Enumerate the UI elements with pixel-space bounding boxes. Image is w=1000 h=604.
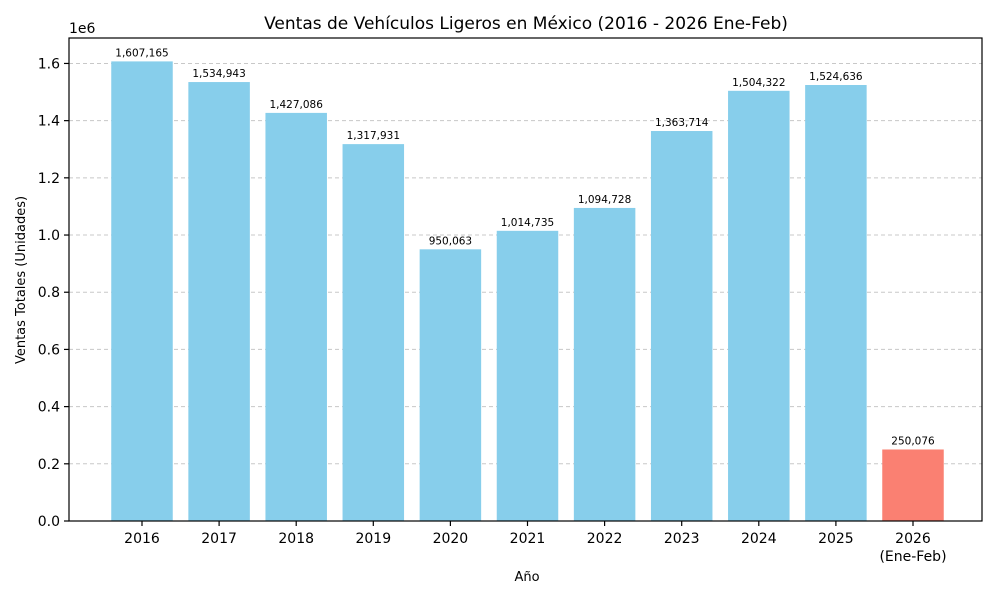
y-tick-label: 1.0	[38, 228, 60, 244]
bar-value-label: 1,524,636	[809, 71, 863, 83]
y-tick-label: 1.4	[38, 114, 60, 130]
chart-title: Ventas de Vehículos Ligeros en México (2…	[264, 14, 788, 34]
bar-value-label: 1,504,322	[732, 77, 785, 89]
y-axis-ticks: 0.0 0.2 0.4 0.6 0.8 1.0 1.2 1.4 1.6	[38, 56, 69, 530]
bars	[111, 61, 944, 522]
x-axis-ticks: 2016 2017 2018 2019 2020 2021 2022 2023 2024 2025…	[124, 521, 947, 565]
bar-value-labels: 1,607,165 1,534,943 1,427,086 1,317,931 950,…	[115, 47, 935, 447]
bar	[496, 230, 559, 521]
bar-value-label: 1,427,086	[269, 99, 323, 111]
x-tick-label: 2022	[587, 531, 623, 547]
y-tick-label: 1.6	[38, 56, 60, 72]
x-tick-label: 2023	[664, 531, 700, 547]
bar	[419, 249, 482, 521]
bar	[728, 90, 790, 521]
y-axis-label: Ventas Totales (Unidades)	[14, 196, 29, 364]
bar-value-label: 1,607,165	[115, 47, 168, 59]
y-tick-label: 0.4	[38, 400, 60, 416]
bar	[188, 82, 250, 522]
bar	[805, 85, 867, 522]
x-tick-label: 2021	[510, 531, 546, 547]
x-tick-label: 2016	[124, 531, 160, 547]
plot-frame	[68, 37, 983, 522]
x-axis-label: Año	[514, 570, 539, 585]
x-tick-label: 2019	[355, 531, 391, 547]
y-offset-label: 1e6	[69, 21, 96, 37]
bar	[650, 131, 713, 521]
x-tick-label: 2020	[433, 531, 469, 547]
bar	[882, 449, 944, 521]
bar	[265, 112, 327, 521]
bar-value-label: 1,317,931	[347, 130, 400, 142]
y-tick-label: 0.6	[38, 342, 60, 358]
x-tick-label: 2017	[201, 531, 237, 547]
bar	[573, 207, 636, 521]
x-tick-label: 2025	[818, 531, 854, 547]
bar-value-label: 1,014,735	[501, 217, 554, 229]
y-tick-label: 0.2	[38, 457, 60, 473]
y-tick-label: 0.8	[38, 285, 60, 301]
bar-value-label: 1,094,728	[578, 194, 631, 206]
bar-value-label: 250,076	[891, 435, 935, 447]
x-tick-label: 2024	[741, 531, 777, 547]
bar-value-label: 1,534,943	[192, 68, 245, 80]
bar	[342, 144, 405, 521]
bar-value-label: 1,363,714	[655, 117, 709, 129]
bar	[111, 61, 173, 522]
x-tick-label: 2026 (Ene-Feb)	[879, 531, 946, 565]
y-tick-label: 0.0	[38, 514, 60, 530]
x-tick-label: 2018	[278, 531, 314, 547]
y-tick-label: 1.2	[38, 171, 60, 187]
bar-value-label: 950,063	[429, 235, 472, 247]
